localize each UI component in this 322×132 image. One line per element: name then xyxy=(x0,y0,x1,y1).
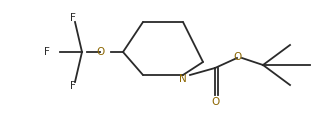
Text: O: O xyxy=(97,47,105,57)
Text: N: N xyxy=(179,74,187,84)
Text: F: F xyxy=(44,47,50,57)
Text: F: F xyxy=(70,13,76,23)
Text: F: F xyxy=(70,81,76,91)
Text: O: O xyxy=(212,97,220,107)
Text: O: O xyxy=(234,52,242,62)
